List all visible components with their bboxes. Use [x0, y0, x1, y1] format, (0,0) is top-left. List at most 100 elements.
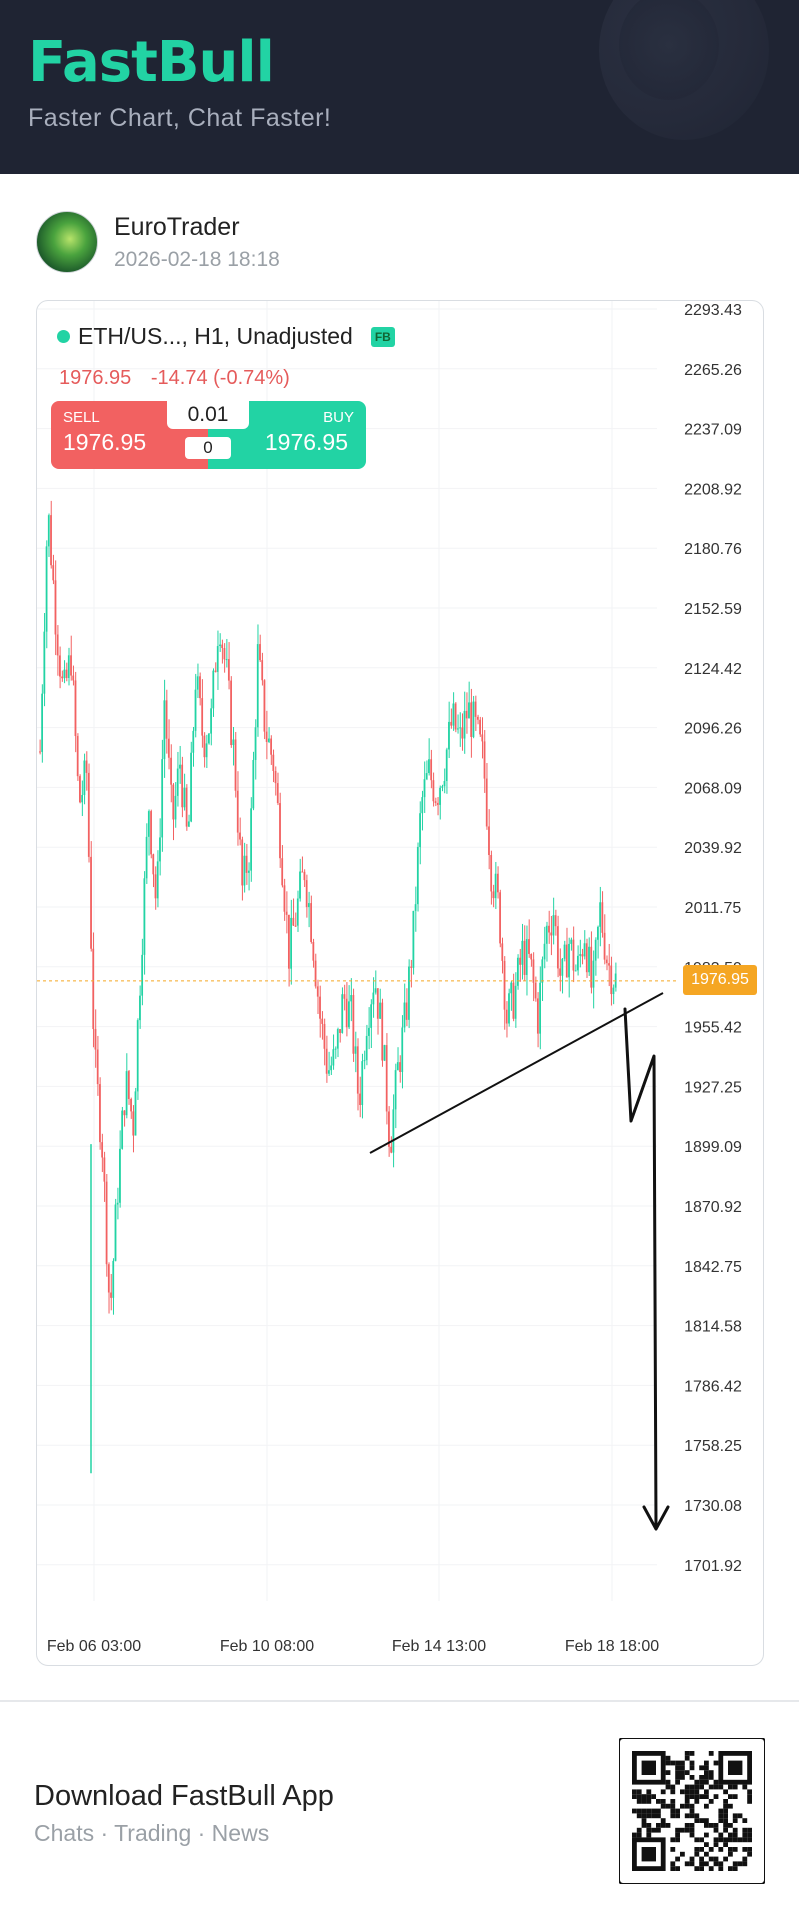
qr-module	[680, 1789, 685, 1795]
candle-body	[332, 1049, 335, 1066]
candle-body	[523, 940, 526, 975]
qr-module	[704, 1779, 709, 1785]
qr-module	[689, 1765, 695, 1771]
author-row[interactable]: EuroTrader 2026-02-18 18:18	[36, 210, 280, 274]
candle-body	[572, 939, 575, 971]
qr-module	[694, 1818, 700, 1823]
candle-body	[454, 703, 457, 730]
candle-body	[67, 655, 70, 678]
qr-code[interactable]	[619, 1738, 765, 1884]
drawn-arrow-head	[642, 1505, 670, 1531]
qr-module	[723, 1842, 728, 1847]
candle-body	[154, 874, 157, 899]
qr-module	[670, 1789, 676, 1795]
candle-body	[223, 648, 226, 660]
qr-module	[732, 1832, 738, 1838]
quantity-input[interactable]: 0.01	[167, 401, 249, 429]
candle-body	[541, 959, 544, 983]
sell-button[interactable]: SELL 1976.95	[51, 401, 208, 469]
qr-module	[675, 1760, 680, 1766]
qr-module	[641, 1823, 647, 1828]
qr-module	[737, 1837, 743, 1843]
candle-body	[185, 787, 188, 827]
qr-module	[699, 1818, 704, 1823]
qr-module	[656, 1827, 661, 1833]
candle-body	[181, 764, 184, 808]
candle-body	[388, 1111, 390, 1147]
candle-body	[412, 910, 415, 968]
candle-body	[176, 768, 179, 796]
candle-body	[376, 988, 379, 1019]
qr-module	[670, 1861, 676, 1867]
qr-module	[713, 1856, 719, 1862]
qr-module	[723, 1789, 728, 1795]
candle-body	[272, 754, 275, 771]
candle-body	[221, 644, 224, 649]
candle-body	[183, 787, 186, 808]
qr-module	[646, 1832, 652, 1838]
symbol-row[interactable]: ETH/US... , H1, Unadjusted FB	[57, 323, 395, 350]
candle-body	[250, 808, 252, 871]
qr-module	[713, 1794, 719, 1799]
candle-body	[352, 995, 355, 1054]
symbol-name[interactable]: ETH/US...	[78, 323, 182, 349]
candle-body	[525, 939, 528, 975]
qr-module	[704, 1818, 709, 1823]
qr-module	[646, 1808, 652, 1814]
candle-body	[81, 794, 84, 803]
candle-body	[605, 959, 608, 964]
candle-body	[425, 773, 428, 780]
author-name[interactable]: EuroTrader	[114, 212, 240, 241]
qr-module	[689, 1823, 695, 1828]
qr-module	[694, 1851, 700, 1857]
avatar[interactable]	[36, 211, 98, 273]
candle-body	[76, 736, 79, 777]
candle-body	[256, 644, 259, 728]
candle-body	[170, 757, 172, 785]
candle-body	[83, 760, 86, 795]
drawn-arrow-line	[623, 1007, 658, 1529]
qr-module	[632, 1794, 637, 1799]
candle-body	[87, 772, 90, 857]
candle-body	[339, 1029, 341, 1033]
x-tick-label: Feb 06 03:00	[47, 1638, 141, 1655]
candle-body	[479, 719, 481, 735]
qr-module	[675, 1856, 680, 1862]
download-app-title[interactable]: Download FastBull App	[34, 1780, 334, 1812]
candle-body	[436, 802, 439, 805]
y-tick-label: 2124.42	[684, 661, 742, 678]
candle-body	[116, 1202, 119, 1205]
candle-body	[159, 837, 161, 862]
qr-module	[742, 1861, 748, 1867]
candle-body	[119, 1148, 121, 1203]
candle-body	[554, 915, 557, 927]
last-price: 1976.95	[59, 367, 132, 389]
header-decoration-inner	[619, 0, 719, 100]
candle-body	[192, 730, 195, 753]
candle-body	[290, 917, 292, 969]
interval-label[interactable]: , H1, Unadjusted	[181, 323, 353, 349]
qr-module	[713, 1784, 719, 1790]
qr-module	[675, 1813, 680, 1819]
candle-body	[536, 998, 539, 1034]
candle-body	[512, 982, 515, 1019]
qr-module	[670, 1799, 676, 1804]
candle-body	[127, 1071, 130, 1099]
qr-module	[651, 1794, 656, 1799]
qr-module	[723, 1856, 728, 1862]
candle-body	[307, 903, 310, 908]
candle-body	[194, 689, 197, 731]
qr-module	[632, 1832, 637, 1838]
qr-module	[728, 1851, 733, 1857]
candle-body	[519, 957, 521, 965]
qr-module	[699, 1775, 704, 1780]
candle-body	[465, 710, 468, 719]
candle-body	[179, 764, 181, 769]
chart-card[interactable]: 2293.43 2265.26 2237.09 2208.92 2180.76 2152.…	[36, 300, 764, 1666]
price-chart[interactable]: 2293.43 2265.26 2237.09 2208.92 2180.76 2152.…	[37, 301, 764, 1666]
qr-module	[747, 1794, 752, 1799]
candle-body	[481, 734, 484, 742]
candle-body	[110, 1292, 112, 1298]
buy-button[interactable]: BUY 1976.95	[208, 401, 366, 469]
qr-module	[718, 1832, 724, 1838]
